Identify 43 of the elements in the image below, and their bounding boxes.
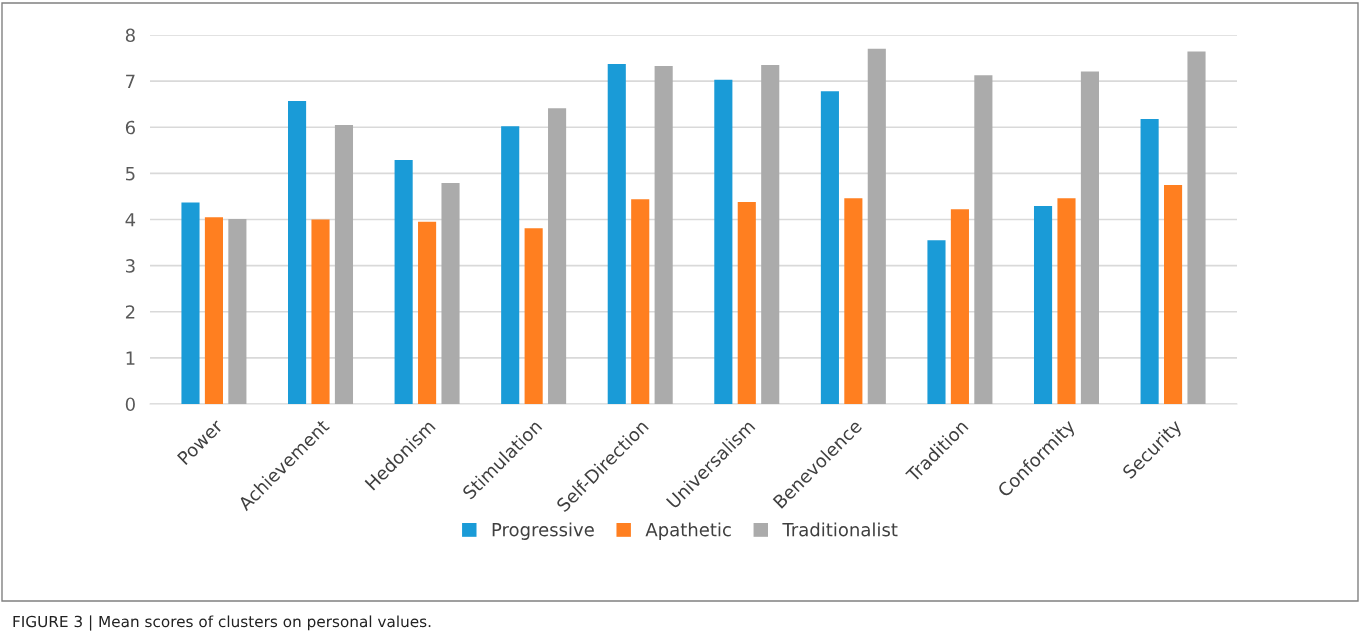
bar: [181, 202, 200, 404]
y-tick-label: 5: [126, 167, 135, 181]
bar: [228, 219, 247, 404]
y-tick-label: 7: [126, 74, 135, 88]
bar: [820, 91, 839, 404]
y-tick-label: 2: [125, 305, 135, 319]
y-tick-label: 4: [125, 213, 136, 227]
y-tick-label: 3: [126, 259, 135, 273]
bar: [737, 201, 756, 404]
bar: [548, 108, 567, 404]
bar: [441, 183, 460, 404]
y-tick-label: 8: [125, 28, 135, 43]
bar: [974, 75, 993, 404]
bar: [844, 198, 863, 404]
bar: [204, 217, 223, 404]
bar: [607, 64, 626, 404]
legend-label: Traditionalist: [782, 522, 898, 537]
y-tick-label: 6: [125, 120, 135, 135]
y-tick-label: 0: [125, 397, 135, 412]
bar: [927, 240, 946, 404]
bar: [524, 228, 543, 404]
bar: [1187, 51, 1206, 404]
caption: FIGURE 3 | Mean scores of clusters on personal values.: [13, 615, 431, 631]
bar: [394, 160, 413, 404]
legend-label: Progressive: [492, 522, 594, 540]
bar: [1140, 118, 1159, 404]
bar: [1033, 206, 1053, 404]
bar: [867, 48, 886, 404]
bar: [501, 126, 520, 404]
legend-label: Apathetic: [645, 522, 731, 540]
bar: [950, 209, 969, 404]
y-tick-label: 1: [126, 351, 135, 365]
bar: [631, 199, 650, 404]
bar: [334, 124, 354, 404]
bar: [761, 64, 780, 404]
bar: [1164, 184, 1183, 404]
bar: [1080, 71, 1099, 404]
bar: [654, 65, 673, 404]
bar: [418, 221, 437, 404]
bar: [288, 100, 307, 404]
bar: [714, 79, 733, 404]
bar: [311, 219, 330, 404]
bar: [1057, 198, 1076, 404]
